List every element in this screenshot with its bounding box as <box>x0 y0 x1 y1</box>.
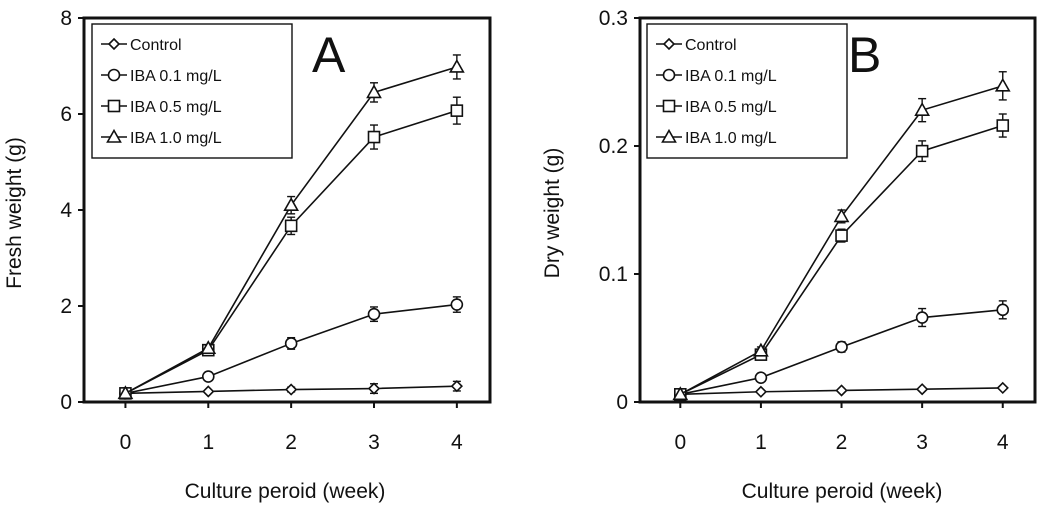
y-tick-label: 0 <box>60 391 72 414</box>
panel-label: B <box>848 27 881 83</box>
data-point <box>835 229 848 242</box>
x-tick-label: 4 <box>451 431 463 454</box>
legend-marker <box>661 128 677 143</box>
x-axis-title: Culture peroid (week) <box>742 480 943 503</box>
y-tick-label: 4 <box>60 199 72 222</box>
y-tick-label: 2 <box>60 295 72 318</box>
data-point <box>367 130 381 144</box>
data-point <box>202 385 215 398</box>
data-point <box>914 102 931 116</box>
y-tick-label: 8 <box>60 7 72 30</box>
data-point <box>833 208 850 223</box>
data-point <box>915 144 929 158</box>
data-point <box>450 298 464 311</box>
data-point <box>994 77 1011 92</box>
data-point <box>996 381 1009 395</box>
x-tick-label: 4 <box>997 431 1009 454</box>
data-point <box>201 370 215 383</box>
series-line <box>679 124 1003 396</box>
legend-marker <box>106 128 122 143</box>
x-tick-label: 2 <box>836 431 848 454</box>
x-tick-label: 1 <box>755 431 767 454</box>
data-point <box>835 340 848 354</box>
x-tick-label: 3 <box>916 431 928 454</box>
y-tick-label: 0.2 <box>599 135 628 158</box>
legend-label: Control <box>685 37 737 54</box>
x-tick-label: 3 <box>368 431 380 454</box>
legend-label: IBA 1.0 mg/L <box>685 130 777 147</box>
data-point <box>915 311 929 324</box>
legend-marker <box>107 68 121 82</box>
data-point <box>367 382 381 395</box>
legend-label: IBA 0.1 mg/L <box>685 68 777 85</box>
data-point <box>996 303 1010 317</box>
legend-label: IBA 1.0 mg/L <box>130 130 222 147</box>
data-point <box>366 84 382 99</box>
data-point <box>448 58 465 73</box>
legend-label: IBA 0.1 mg/L <box>130 68 222 85</box>
legend-label: Control <box>130 37 182 54</box>
data-point <box>367 307 381 321</box>
data-point <box>117 385 134 400</box>
x-tick-label: 0 <box>674 431 686 454</box>
data-point <box>754 371 768 384</box>
data-point <box>283 197 300 211</box>
y-tick-label: 6 <box>60 103 72 126</box>
y-tick-label: 0 <box>616 391 628 414</box>
data-point <box>284 337 298 350</box>
legend-marker <box>662 37 676 51</box>
data-point <box>916 383 929 396</box>
legend-box <box>91 23 293 159</box>
data-point <box>450 380 463 393</box>
y-tick-label: 0.1 <box>599 263 628 286</box>
y-axis-title: Dry weight (g) <box>541 148 564 279</box>
legend-marker <box>107 99 121 113</box>
legend-box <box>646 23 848 159</box>
chart-panel-b: Dry weight (g) Culture peroid (week) B 0… <box>541 7 1037 503</box>
data-point <box>753 342 769 357</box>
x-tick-label: 2 <box>285 431 297 454</box>
data-point <box>285 383 298 396</box>
data-point <box>754 385 768 398</box>
y-tick-label: 0.3 <box>599 7 628 30</box>
chart-panel-a: Fresh weight (g) Culture peroid (week) A… <box>3 7 492 503</box>
plot-frame <box>638 16 1037 404</box>
y-axis-title: Fresh weight (g) <box>3 137 26 289</box>
legend-marker <box>107 37 121 51</box>
x-tick-label: 1 <box>202 431 214 454</box>
x-axis-title: Culture peroid (week) <box>185 480 386 503</box>
legend-marker <box>662 99 676 113</box>
data-point <box>996 119 1010 132</box>
legend-label: IBA 0.5 mg/L <box>685 99 777 116</box>
panel-label: A <box>312 27 346 83</box>
data-point <box>200 340 217 355</box>
data-point <box>284 219 298 233</box>
data-point <box>835 384 848 397</box>
x-tick-label: 0 <box>120 431 132 454</box>
data-point <box>450 104 464 117</box>
legend-marker <box>662 68 676 82</box>
legend-label: IBA 0.5 mg/L <box>130 99 222 116</box>
data-point <box>672 386 689 401</box>
